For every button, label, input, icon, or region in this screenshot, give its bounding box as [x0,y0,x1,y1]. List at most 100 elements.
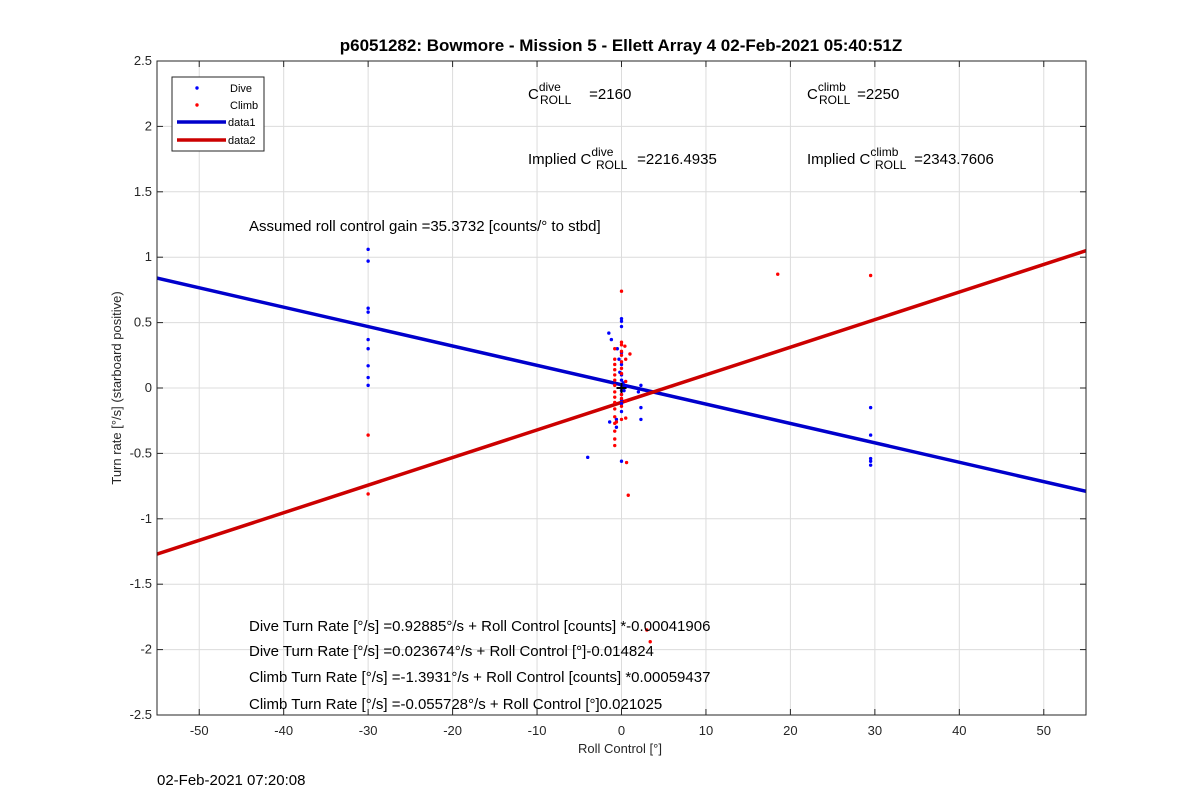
x-tick-label: 40 [952,723,966,738]
dive-point [609,337,614,342]
dive-point [617,357,621,361]
equation-dive-degrees: Dive Turn Rate [°/s] =0.023674°/s + Roll… [249,643,654,660]
climb-point [619,349,624,354]
y-tick-label: 2 [145,118,152,133]
dive-point [868,456,873,461]
x-tick-label: 20 [783,723,797,738]
dive-point [586,455,590,460]
dive-point [636,390,641,394]
dive-point [366,347,370,351]
climb-point [648,640,652,644]
y-axis-ticks: -2.5 -2 -1.5 -1 -0.5 0 0.5 1 1.5 2 2.5 [130,53,1086,722]
legend-dive-marker [195,86,199,90]
climb-point [613,378,617,382]
equation-climb-degrees: Climb Turn Rate [°/s] =-0.055728°/s + Ro… [249,696,662,713]
dive-point [639,383,643,388]
y-tick-label: -1 [140,511,152,526]
dive-point [619,362,624,367]
climb-point [613,367,617,372]
y-tick-label: 1 [145,249,152,264]
x-tick-label: 10 [699,723,713,738]
climb-point [619,371,624,376]
dive-point [614,417,619,422]
climb-point [624,416,628,420]
climb-point [626,493,630,497]
climb-point [776,272,780,276]
climb-point [624,399,628,403]
implied-dive-value: =2216.4935 [633,151,717,168]
legend-data2-label: data2 [228,135,256,147]
climb-point [619,417,624,422]
dive-point [619,459,624,463]
x-tick-label: 30 [868,723,882,738]
climb-point [613,443,617,448]
climb-point [619,404,624,409]
climb-point [613,407,617,411]
implied-dive-sup: dive [591,145,613,159]
implied-dive-prefix: Implied C [528,151,592,168]
x-tick-label: 50 [1037,723,1051,738]
climb-point [366,433,370,437]
climb-point [619,343,624,347]
dive-point [607,420,612,424]
annotation-c-dive: Cdive ROLL =2160 [528,80,631,107]
x-tick-label: -40 [274,723,293,738]
climb-point [613,400,617,405]
climb-point [613,429,617,433]
timestamp-footer: 02-Feb-2021 07:20:08 [157,772,306,789]
dive-point [868,463,873,467]
climb-point [613,383,617,388]
dive-point [619,324,624,329]
implied-climb-sub: ROLL [875,158,907,172]
x-tick-label: -20 [443,723,462,738]
y-tick-label: 2.5 [134,53,152,68]
x-axis-ticks: -50 -40 -30 -20 -10 0 10 20 30 40 50 [190,61,1051,738]
climb-point [366,492,370,496]
origin-marker [616,383,627,393]
c-dive-base: C [528,86,539,103]
climb-point [619,392,624,397]
dive-point [639,405,643,410]
implied-climb-sup: climb [870,145,898,159]
climb-point [619,289,624,293]
dive-point [366,375,370,380]
climb-point [619,340,624,344]
dive-point [619,319,624,323]
dive-point [366,247,370,252]
dive-point [615,347,619,351]
dive-point [639,417,643,422]
implied-climb-prefix: Implied C [807,151,871,168]
y-tick-label: -1.5 [130,576,152,591]
climb-point [619,366,624,371]
dive-point [366,259,370,263]
annotation-implied-climb: Implied Cclimb ROLL =2343.7606 [807,145,994,172]
climb-point [619,396,624,401]
x-tick-label: 0 [618,723,625,738]
climb-point [624,379,628,384]
y-tick-label: 0 [145,380,152,395]
implied-dive-sub: ROLL [596,158,628,172]
legend: Dive Climb data1 data2 [171,76,265,152]
annotation-implied-dive: Implied Cdive ROLL =2216.4935 [528,145,717,172]
climb-point [619,353,624,357]
dive-point [619,378,624,382]
climb-point [868,273,873,278]
legend-data1-label: data1 [228,117,256,129]
climb-point [613,390,617,394]
dive-point [619,316,624,321]
dive-point [607,331,611,335]
equation-climb-counts: Climb Turn Rate [°/s] =-1.3931°/s + Roll… [249,669,710,686]
data-points [366,247,873,644]
legend-climb-marker [195,103,199,107]
y-tick-label: -2 [140,642,152,657]
x-axis-label: Roll Control [°] [578,741,662,756]
y-tick-label: -0.5 [130,445,152,460]
c-dive-sup: dive [539,80,561,94]
climb-point [613,373,617,377]
c-dive-value: =2160 [585,86,631,103]
c-climb-sub: ROLL [819,93,851,107]
climb-point [628,352,632,356]
implied-climb-value: =2343.7606 [910,151,994,168]
dive-point [366,337,370,342]
